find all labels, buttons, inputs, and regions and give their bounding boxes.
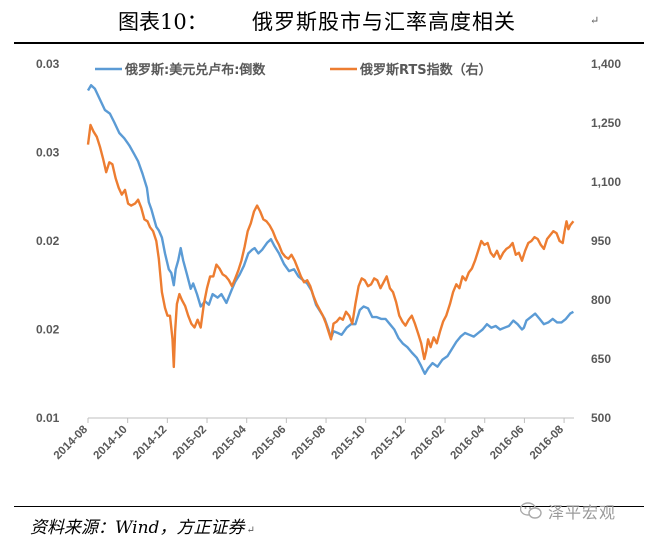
y-right-tick-label: 950: [591, 234, 611, 248]
x-tick-label: 2014-12: [131, 424, 169, 462]
x-tick-label: 2014-08: [52, 423, 91, 462]
source-note: 资料来源：Wind，方正证券 ↵: [30, 513, 255, 538]
bottom-rule: [14, 506, 644, 507]
y-right-tick-label: 1,400: [591, 57, 621, 71]
return-mark-icon: ↵: [246, 525, 255, 536]
chart-legend: 俄罗斯:美元兑卢布:倒数 俄罗斯RTS指数（右）: [95, 62, 492, 78]
x-tick-label: 2016-02: [409, 424, 447, 462]
y-left-tick-label: 0.03: [36, 57, 60, 71]
x-tick-label: 2015-10: [329, 424, 367, 462]
x-tick-label: 2016-06: [488, 424, 526, 462]
y-right-tick-label: 1,100: [591, 175, 621, 189]
legend-fx-label: 俄罗斯:美元兑卢布:倒数: [124, 62, 266, 78]
source-text: 资料来源：Wind，方正证券: [30, 518, 245, 538]
series-line-fx: [86, 84, 574, 375]
line-chart: 2014-08 2014-10 2014-12 2015-02 2015-04 2015-…: [36, 57, 621, 462]
figure-title-bar: 图表10： 俄罗斯股市与汇率高度相关 ↵: [0, 0, 658, 40]
y-left-tick-label: 0.01: [36, 411, 60, 425]
watermark-text: 泽平宏观: [548, 503, 617, 522]
chart-axes: 2014-08 2014-10 2014-12 2015-02 2015-04 2015-…: [36, 57, 621, 462]
top-rule: [14, 42, 644, 44]
y-left-tick-label: 0.02: [36, 323, 60, 337]
wechat-icon: [520, 502, 542, 519]
figure-title: 俄罗斯股市与汇率高度相关: [252, 10, 516, 34]
x-tick-label: 2016-04: [449, 423, 488, 462]
y-left-tick-label: 0.03: [36, 146, 60, 160]
x-tick-label: 2015-12: [369, 424, 407, 462]
x-tick-label: 2015-06: [250, 424, 288, 462]
x-tick-label: 2015-08: [290, 423, 329, 462]
y-left-tick-label: 0.02: [36, 234, 60, 248]
legend-fx-entry: 俄罗斯:美元兑卢布:倒数: [95, 62, 266, 78]
x-tick-label: 2016-08: [528, 423, 567, 462]
x-tick-label: 2014-10: [91, 424, 129, 462]
watermark: 泽平宏观: [520, 499, 616, 523]
y-right-tick-label: 1,250: [591, 116, 621, 130]
x-tick-label: 2015-04: [210, 423, 249, 462]
return-mark-icon: ↵: [590, 14, 600, 27]
y-right-tick-label: 650: [591, 352, 611, 366]
chart-series: [86, 84, 575, 375]
y-right-tick-label: 500: [591, 411, 611, 425]
legend-rts-label: 俄罗斯RTS指数（右）: [359, 62, 492, 78]
x-tick-label: 2015-02: [171, 424, 209, 462]
series-line-rts: [86, 123, 575, 369]
figure-label: 图表10：: [118, 10, 208, 34]
legend-rts-entry: 俄罗斯RTS指数（右）: [330, 62, 492, 78]
y-right-tick-label: 800: [591, 293, 611, 307]
